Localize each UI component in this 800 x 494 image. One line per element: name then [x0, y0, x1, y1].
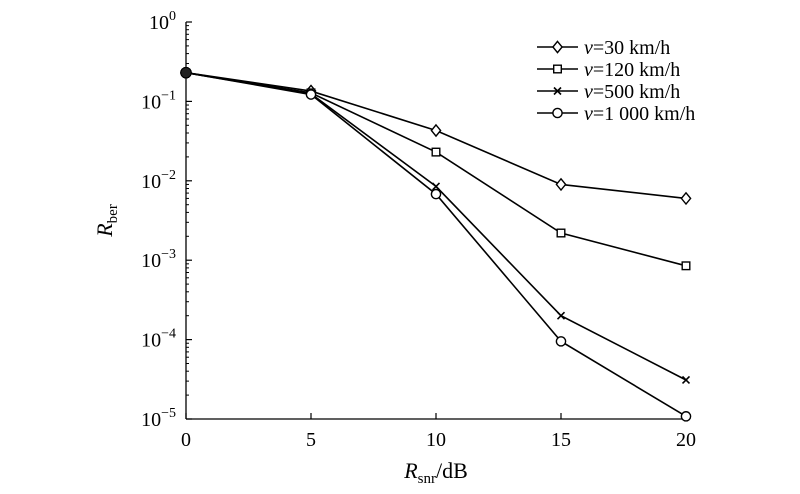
- data-point: [431, 182, 441, 191]
- x-marker-stroke: [556, 311, 566, 320]
- data-point: [556, 228, 566, 238]
- data-point: [431, 147, 441, 157]
- y-tick-label: 10−4: [141, 327, 176, 352]
- legend-marker: [552, 107, 563, 119]
- y-tick-label: 10−2: [141, 168, 176, 193]
- data-point: [681, 375, 691, 385]
- legend-marker: [551, 40, 564, 54]
- y-tick-label: 100: [149, 9, 176, 34]
- x-tick-label: 5: [306, 429, 316, 451]
- legend-marker: [553, 64, 563, 74]
- legend: v=30 km/hv=120 km/hv=500 km/hv=1 000 km/…: [537, 37, 695, 125]
- axis-ticks: 0 5 10 15 20 100 10−1 10−2 10−3 10−4 10−5: [141, 9, 696, 451]
- legend-entry: v=500 km/h: [537, 81, 680, 103]
- x-marker-stroke: [431, 182, 441, 191]
- legend-marker: [553, 86, 562, 96]
- data-point: [305, 89, 317, 100]
- data-point: [430, 123, 442, 138]
- series-circle: [180, 66, 692, 422]
- y-tick-label: 10−5: [141, 406, 176, 431]
- series-lines: [180, 66, 692, 422]
- legend-label: v=1 000 km/h: [584, 103, 695, 125]
- y-tick-label: 10−1: [141, 88, 176, 113]
- axis-labels: Rsnr/dB Rber: [92, 204, 468, 487]
- data-point: [180, 66, 192, 79]
- x-marker-stroke: [553, 86, 562, 96]
- x-tick-label: 10: [426, 429, 446, 451]
- x-tick-label: 0: [181, 429, 191, 451]
- x-axis-label: Rsnr/dB: [403, 458, 468, 487]
- x-tick-label: 20: [676, 429, 696, 451]
- data-point: [555, 336, 567, 347]
- data-point: [430, 188, 442, 200]
- y-axis-label: Rber: [92, 204, 121, 238]
- legend-label: v=500 km/h: [584, 81, 680, 103]
- legend-entry: v=1 000 km/h: [537, 103, 695, 125]
- data-point: [681, 261, 691, 271]
- data-point: [555, 177, 567, 192]
- x-marker-stroke: [681, 375, 691, 385]
- legend-entry: v=30 km/h: [537, 37, 670, 59]
- data-point: [680, 411, 692, 422]
- x-tick-label: 15: [551, 429, 571, 451]
- y-tick-label: 10−3: [141, 247, 176, 272]
- data-point: [556, 311, 566, 320]
- legend-label: v=120 km/h: [584, 59, 680, 81]
- data-point: [680, 191, 692, 206]
- legend-label: v=30 km/h: [584, 37, 670, 59]
- legend-entry: v=120 km/h: [537, 59, 680, 81]
